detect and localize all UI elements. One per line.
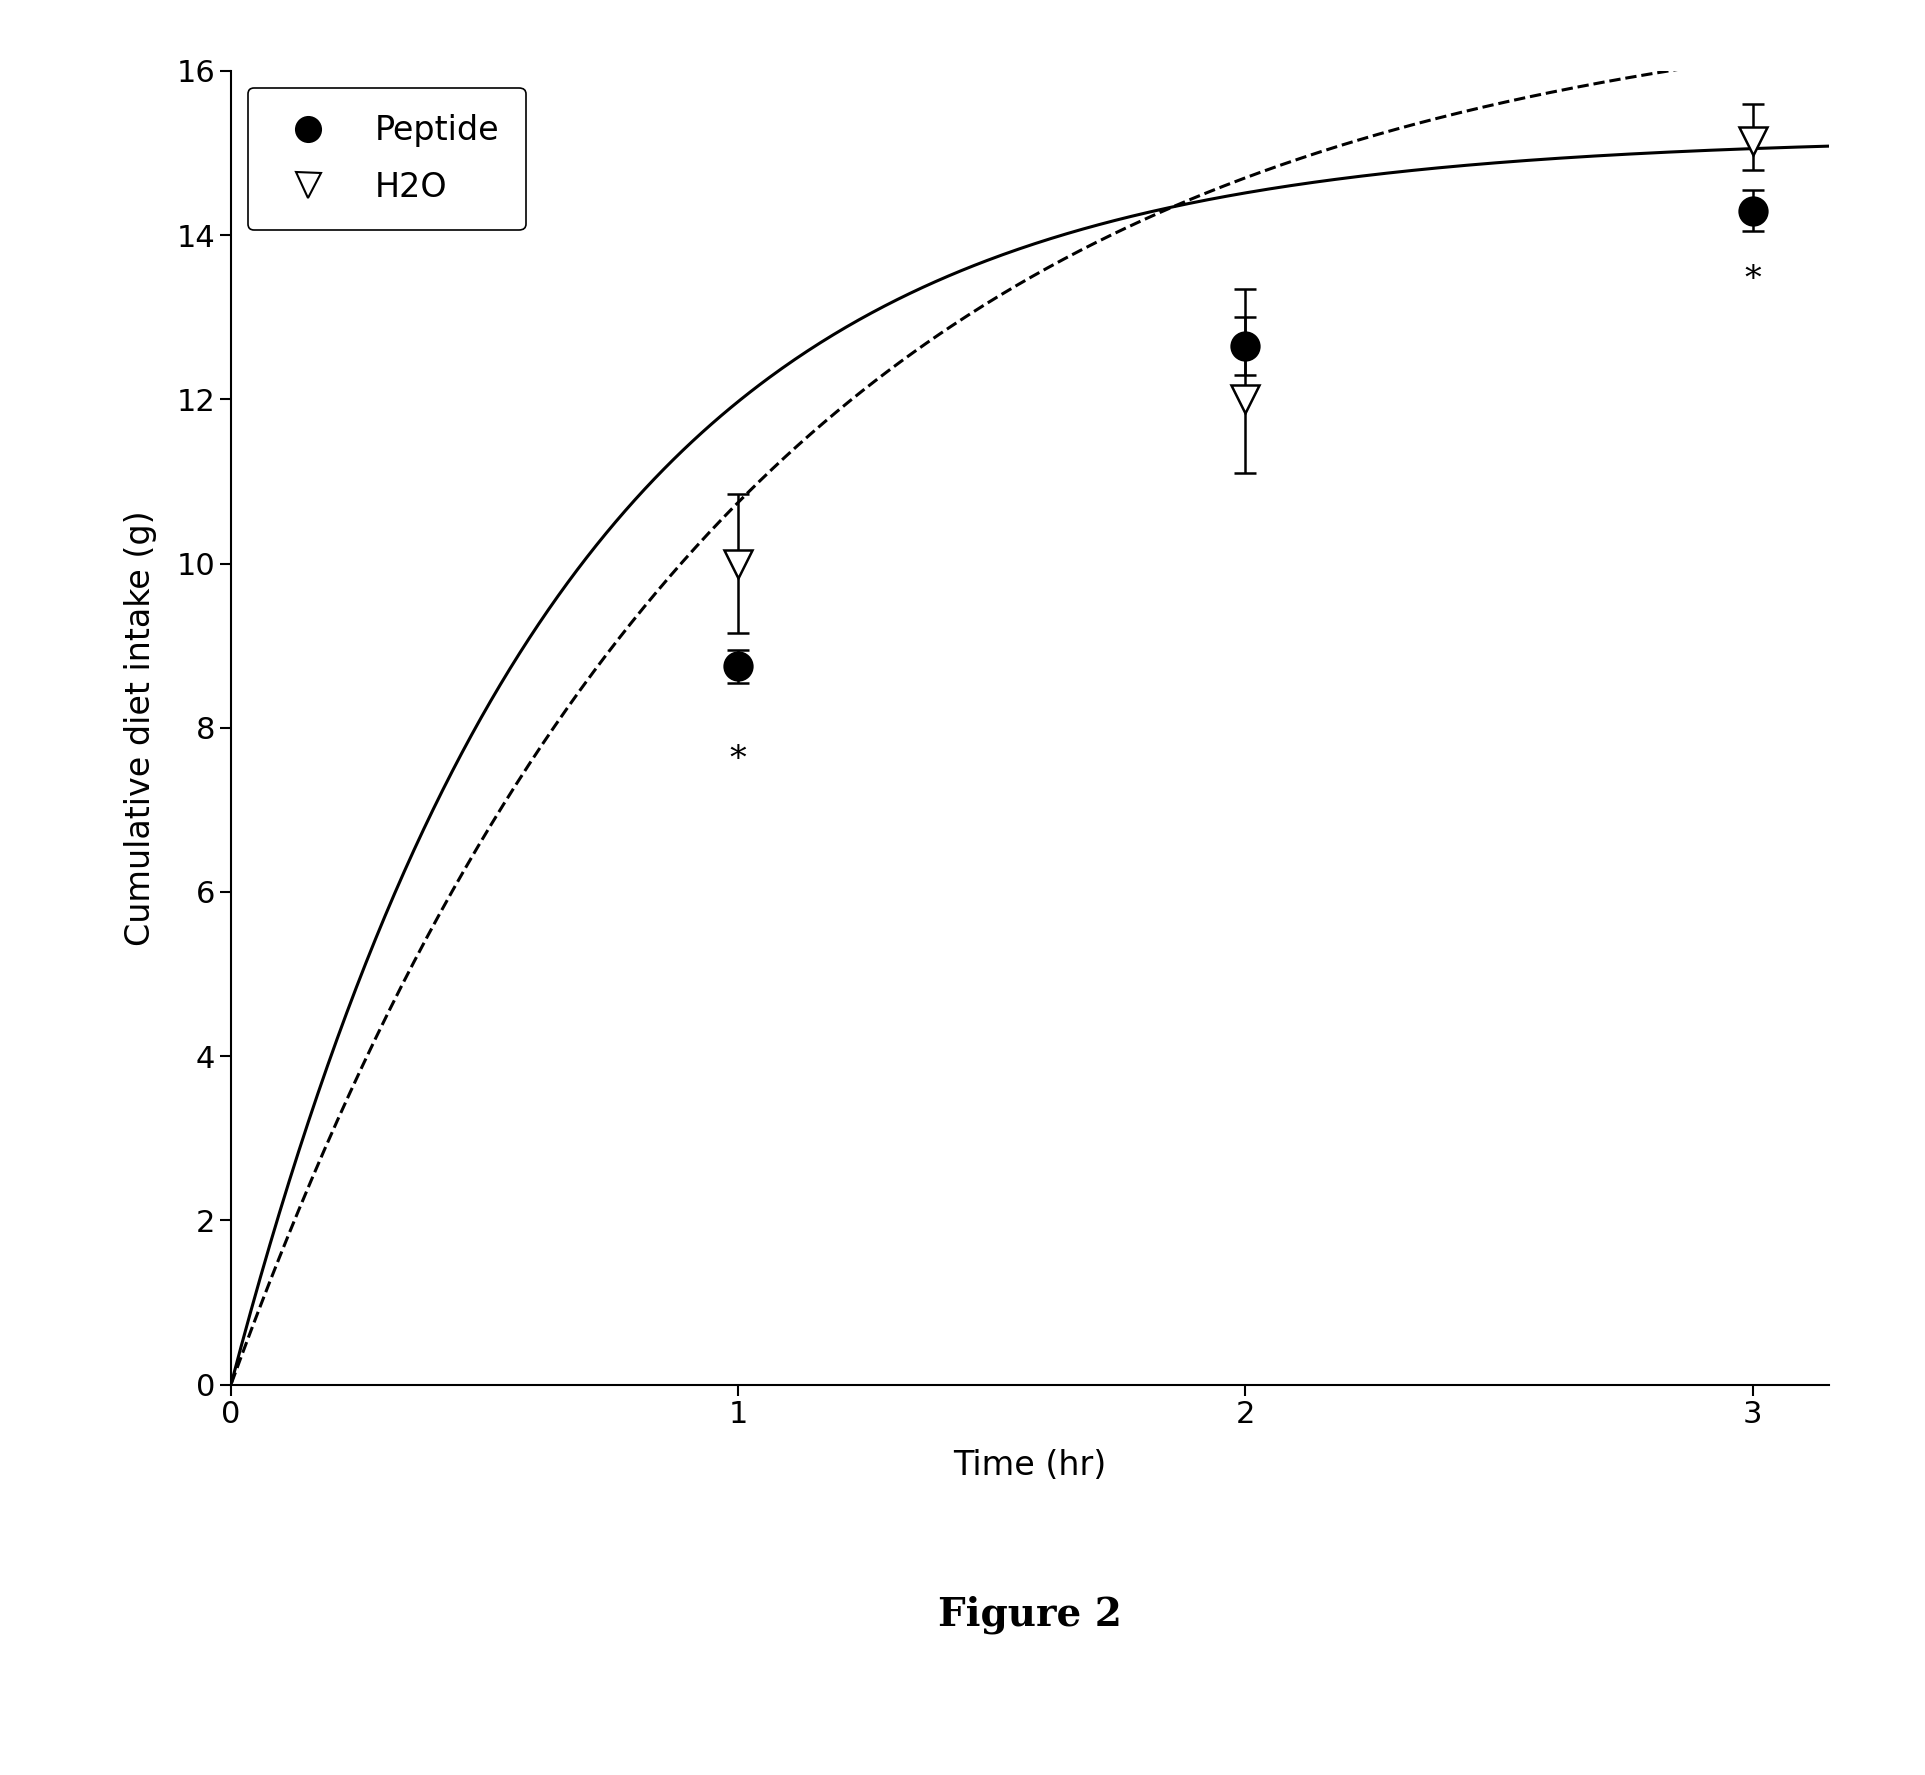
Legend: Peptide, H2O: Peptide, H2O: [248, 87, 526, 231]
Y-axis label: Cumulative diet intake (g): Cumulative diet intake (g): [123, 509, 156, 946]
X-axis label: Time (hr): Time (hr): [953, 1448, 1107, 1482]
Text: *: *: [1744, 264, 1761, 296]
Text: Figure 2: Figure 2: [937, 1596, 1122, 1635]
Text: *: *: [730, 744, 747, 776]
